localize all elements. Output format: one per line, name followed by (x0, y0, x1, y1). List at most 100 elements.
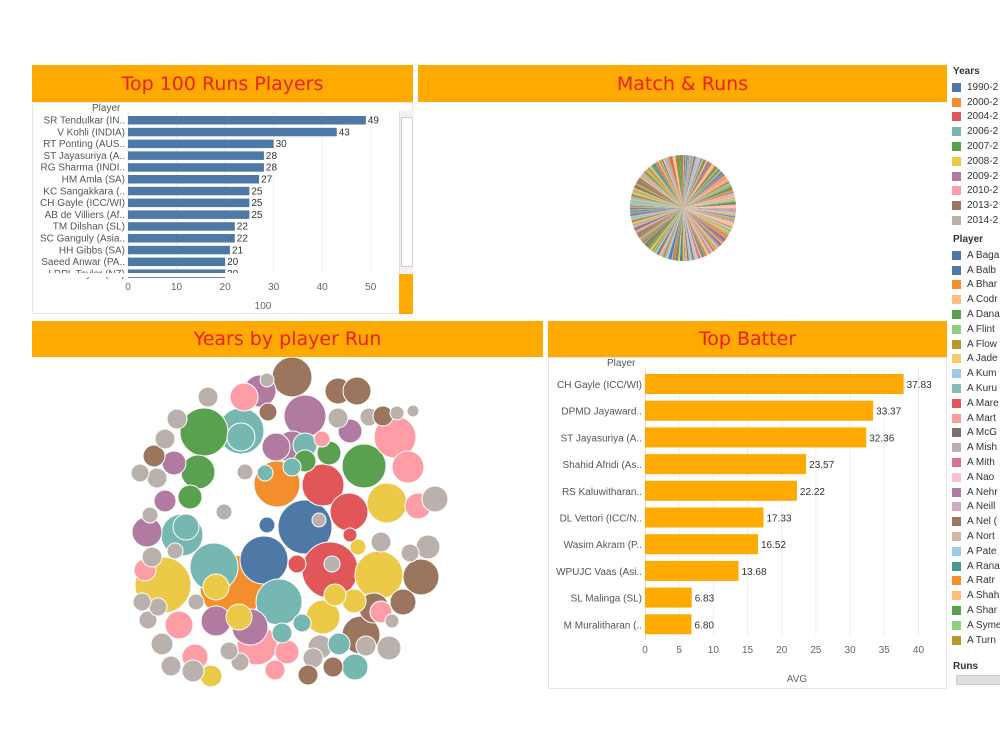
top100-bar[interactable] (128, 222, 235, 231)
years-legend-item[interactable]: 2004-2 (952, 110, 1000, 125)
batter-bar[interactable] (645, 614, 692, 635)
pie-slice[interactable] (662, 208, 683, 258)
pie-slice[interactable] (644, 208, 683, 246)
pie-slice[interactable] (683, 208, 725, 242)
bubble[interactable] (271, 357, 313, 398)
pie-slice[interactable] (683, 208, 705, 257)
pie-slice[interactable] (683, 183, 731, 208)
bubble[interactable] (141, 546, 163, 568)
pie-slice[interactable] (683, 208, 692, 261)
pie-slice[interactable] (634, 208, 683, 231)
bubble[interactable] (229, 382, 259, 412)
pie-slice[interactable] (683, 208, 729, 236)
pie-slice[interactable] (630, 204, 683, 208)
pie-slice[interactable] (643, 208, 683, 244)
player-legend-item[interactable]: A Nehr (952, 485, 1000, 500)
pie-slice[interactable] (672, 156, 683, 208)
pie-slice[interactable] (631, 193, 683, 208)
pie-slice[interactable] (672, 208, 683, 261)
pie-slice[interactable] (639, 176, 683, 208)
pie-slice[interactable] (630, 207, 683, 209)
pie-slice[interactable] (683, 190, 734, 208)
pie-slice[interactable] (630, 208, 683, 211)
pie-slice[interactable] (669, 156, 683, 208)
years-legend-item[interactable]: 2007-2 (952, 139, 1000, 154)
pie-slice[interactable] (683, 201, 736, 208)
bubble[interactable] (301, 463, 345, 507)
pie-slice[interactable] (642, 208, 683, 244)
top100-bar[interactable] (128, 151, 264, 160)
pie-slice[interactable] (665, 208, 683, 259)
pie-slice[interactable] (645, 208, 683, 247)
pie-slice[interactable] (683, 157, 701, 208)
batter-bar[interactable] (645, 507, 764, 528)
pie-slice[interactable] (683, 162, 712, 208)
bubble[interactable] (258, 402, 278, 422)
pie-slice[interactable] (683, 208, 736, 212)
pie-slice[interactable] (631, 194, 683, 208)
pie-slice[interactable] (631, 192, 683, 208)
pie-slice[interactable] (683, 207, 736, 210)
pie-slice[interactable] (683, 186, 733, 208)
top100-bar[interactable] (128, 139, 274, 149)
bubble[interactable] (160, 655, 182, 677)
bubble[interactable] (142, 444, 166, 468)
pie-slice[interactable] (634, 186, 683, 208)
pie-slice[interactable] (683, 185, 732, 208)
player-legend-item[interactable]: A Jade (952, 352, 1000, 367)
pie-slice[interactable] (647, 168, 683, 208)
pie-slice[interactable] (630, 202, 683, 208)
pie-slice[interactable] (632, 208, 683, 227)
pie-slice[interactable] (683, 187, 733, 208)
pie-slice[interactable] (683, 155, 688, 208)
player-legend-item[interactable]: A Neill (952, 500, 1000, 515)
pie-slice[interactable] (683, 155, 694, 208)
pie-slice[interactable] (668, 156, 683, 208)
pie-slice[interactable] (631, 208, 683, 222)
pie-slice[interactable] (657, 160, 683, 208)
pie-slice[interactable] (640, 208, 683, 241)
pie-slice[interactable] (633, 208, 683, 227)
pie-slice[interactable] (630, 208, 683, 219)
player-legend-item[interactable]: A Turn (952, 633, 1000, 648)
pie-slice[interactable] (682, 208, 685, 261)
bubble[interactable] (148, 597, 168, 617)
bubble[interactable] (400, 543, 420, 563)
pie-slice[interactable] (637, 208, 683, 236)
pie-slice[interactable] (683, 208, 736, 213)
pie-slice[interactable] (632, 189, 683, 208)
pie-slice[interactable] (683, 208, 734, 226)
pie-slice[interactable] (683, 202, 736, 208)
top100-scrollbar[interactable] (399, 111, 413, 273)
pie-slice[interactable] (656, 161, 683, 208)
pie-slice[interactable] (683, 208, 719, 248)
years-legend-item[interactable]: 2006-2 (952, 124, 1000, 139)
pie-slice[interactable] (636, 208, 683, 234)
years-legend-item[interactable]: 2000-2 (952, 95, 1000, 110)
bubble[interactable] (311, 512, 327, 528)
pie-slice[interactable] (683, 208, 723, 245)
bubble[interactable] (370, 531, 392, 553)
pie-slice[interactable] (634, 185, 683, 208)
bubble[interactable] (150, 632, 174, 656)
pie-slice[interactable] (675, 208, 683, 261)
pie-slice[interactable] (630, 201, 683, 208)
pie-slice[interactable] (630, 208, 683, 218)
pie-slice[interactable] (683, 183, 731, 208)
bubble[interactable] (415, 534, 441, 560)
pie-slice[interactable] (662, 158, 683, 208)
bubble[interactable] (372, 405, 394, 427)
pie-slice[interactable] (683, 161, 710, 208)
pie-slice[interactable] (683, 208, 733, 228)
years-legend-item[interactable]: 2014-2 (952, 213, 1000, 228)
pie-slice[interactable] (631, 208, 683, 223)
pie-slice[interactable] (647, 208, 683, 249)
pie-slice[interactable] (630, 199, 683, 208)
pie-slice[interactable] (683, 197, 736, 208)
pie-slice[interactable] (683, 208, 728, 239)
pie-slice[interactable] (683, 160, 708, 208)
pie-slice[interactable] (683, 208, 736, 217)
pie-slice[interactable] (635, 208, 683, 232)
pie-slice[interactable] (661, 159, 683, 208)
pie-slice[interactable] (683, 159, 705, 208)
